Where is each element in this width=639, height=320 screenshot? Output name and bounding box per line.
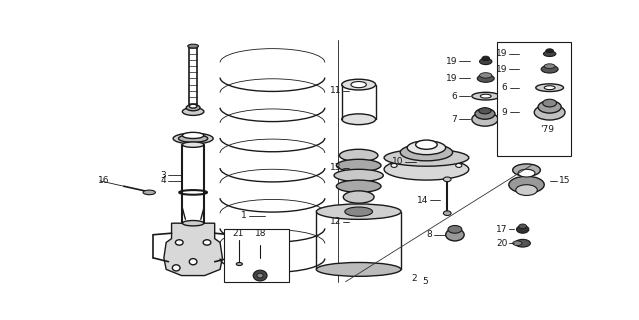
Ellipse shape <box>342 79 376 90</box>
Text: 16: 16 <box>98 176 110 185</box>
Ellipse shape <box>182 220 204 226</box>
Text: 20: 20 <box>496 239 507 248</box>
Ellipse shape <box>479 108 491 114</box>
Ellipse shape <box>481 94 491 98</box>
Text: 19: 19 <box>496 49 507 58</box>
Text: 2: 2 <box>412 274 417 283</box>
Ellipse shape <box>189 259 197 265</box>
Text: 17: 17 <box>496 225 507 234</box>
Ellipse shape <box>519 224 527 228</box>
Ellipse shape <box>472 92 500 100</box>
Ellipse shape <box>391 164 397 167</box>
Ellipse shape <box>400 144 452 161</box>
Ellipse shape <box>173 265 180 271</box>
Ellipse shape <box>477 75 494 82</box>
Ellipse shape <box>236 262 242 266</box>
Ellipse shape <box>334 169 383 182</box>
Text: 5: 5 <box>422 277 428 286</box>
Ellipse shape <box>339 149 378 162</box>
Text: 6: 6 <box>452 92 458 101</box>
Ellipse shape <box>512 164 541 176</box>
Ellipse shape <box>189 104 197 108</box>
Text: 3: 3 <box>160 171 166 180</box>
Polygon shape <box>164 223 222 276</box>
Ellipse shape <box>384 158 469 180</box>
Text: 12: 12 <box>330 217 342 226</box>
Ellipse shape <box>176 240 183 245</box>
Ellipse shape <box>342 114 376 124</box>
Ellipse shape <box>518 169 535 177</box>
Text: '79: '79 <box>540 125 554 134</box>
Ellipse shape <box>509 176 544 193</box>
Ellipse shape <box>544 64 555 68</box>
Ellipse shape <box>516 226 529 233</box>
Ellipse shape <box>538 101 561 113</box>
Text: 14: 14 <box>417 196 428 204</box>
Text: 8: 8 <box>426 230 432 239</box>
Ellipse shape <box>443 211 451 215</box>
Text: 19: 19 <box>496 65 507 74</box>
Ellipse shape <box>516 185 537 196</box>
Ellipse shape <box>143 190 155 195</box>
Ellipse shape <box>415 140 437 149</box>
Ellipse shape <box>445 228 464 241</box>
Ellipse shape <box>448 226 462 233</box>
Ellipse shape <box>182 142 204 147</box>
Text: 13: 13 <box>330 163 342 172</box>
Ellipse shape <box>472 112 498 126</box>
Ellipse shape <box>336 159 381 172</box>
Ellipse shape <box>188 44 199 48</box>
Ellipse shape <box>515 239 530 247</box>
Text: 6: 6 <box>502 83 507 92</box>
Ellipse shape <box>512 241 522 245</box>
Text: 15: 15 <box>559 176 571 185</box>
Ellipse shape <box>541 65 558 73</box>
Ellipse shape <box>182 108 204 116</box>
Text: 11: 11 <box>330 86 342 95</box>
Text: 18: 18 <box>255 229 266 238</box>
Ellipse shape <box>182 132 204 139</box>
Text: 21: 21 <box>233 229 243 238</box>
Ellipse shape <box>257 273 263 278</box>
Ellipse shape <box>546 49 553 53</box>
Ellipse shape <box>173 133 213 144</box>
Ellipse shape <box>178 135 208 142</box>
Ellipse shape <box>351 82 366 88</box>
Ellipse shape <box>407 141 445 155</box>
Ellipse shape <box>475 108 495 119</box>
Ellipse shape <box>544 86 555 90</box>
Ellipse shape <box>345 207 373 216</box>
Ellipse shape <box>482 56 489 61</box>
Ellipse shape <box>544 51 556 57</box>
Text: 19: 19 <box>446 57 458 66</box>
Ellipse shape <box>543 99 557 107</box>
Text: 10: 10 <box>392 157 403 166</box>
Ellipse shape <box>186 105 200 111</box>
Ellipse shape <box>384 149 469 166</box>
Ellipse shape <box>203 240 211 245</box>
Text: 7: 7 <box>452 115 458 124</box>
Ellipse shape <box>253 270 267 281</box>
Text: 9: 9 <box>502 108 507 117</box>
Ellipse shape <box>535 84 564 92</box>
Ellipse shape <box>456 164 462 167</box>
Bar <box>224 229 289 282</box>
Ellipse shape <box>479 73 492 78</box>
Text: 4: 4 <box>160 176 166 185</box>
Text: 19: 19 <box>446 74 458 83</box>
Ellipse shape <box>443 177 451 182</box>
Ellipse shape <box>343 191 374 203</box>
Ellipse shape <box>479 59 492 65</box>
Ellipse shape <box>316 204 401 219</box>
Ellipse shape <box>534 105 565 120</box>
Ellipse shape <box>316 262 401 276</box>
Bar <box>497 42 571 156</box>
Ellipse shape <box>336 180 381 192</box>
Text: 1: 1 <box>242 211 247 220</box>
